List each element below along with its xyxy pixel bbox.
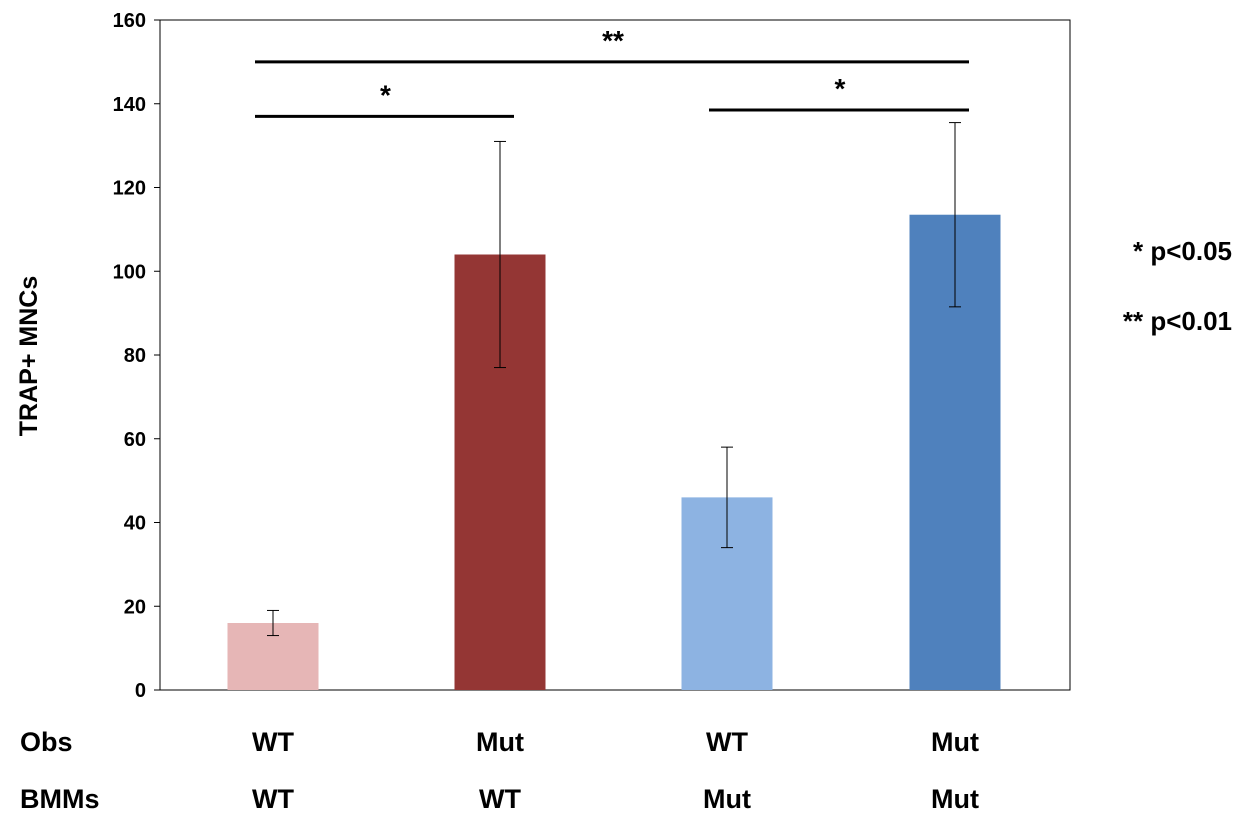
category-label: Mut <box>703 784 751 814</box>
y-tick-label: 100 <box>113 261 146 283</box>
legend: * p<0.05 ** p<0.01 <box>1123 236 1232 336</box>
y-tick-label: 80 <box>124 345 146 367</box>
bar-series <box>227 214 1001 690</box>
category-label: Mut <box>476 727 524 757</box>
y-axis-title: TRAP+ MNCs <box>15 276 43 436</box>
y-tick-label: 140 <box>113 94 146 116</box>
row-label: BMMs <box>20 784 100 814</box>
y-tick-label: 160 <box>113 10 146 32</box>
significance-markers: * *** <box>255 25 969 118</box>
category-table: Obs WT Mut WT Mut BMMs WT WT Mut Mut <box>20 727 979 814</box>
legend-entry: * p<0.05 <box>1133 236 1232 266</box>
y-axis: 0 20 40 60 80 100 120 140 160 <box>113 10 160 702</box>
y-tick-label: 40 <box>124 513 146 535</box>
category-label: WT <box>252 727 294 757</box>
error-bars <box>267 122 961 637</box>
category-label: WT <box>479 784 521 814</box>
row-label: Obs <box>20 727 73 757</box>
category-label: Mut <box>931 784 979 814</box>
significance-label: ** <box>602 25 624 56</box>
category-label: WT <box>706 727 748 757</box>
significance-label: * <box>835 73 846 104</box>
y-tick-label: 0 <box>135 680 146 702</box>
y-tick-label: 60 <box>124 429 146 451</box>
y-tick-label: 120 <box>113 178 146 200</box>
significance-label: * <box>380 79 391 110</box>
category-label: WT <box>252 784 294 814</box>
legend-entry: ** p<0.01 <box>1123 306 1232 336</box>
category-label: Mut <box>931 727 979 757</box>
y-tick-label: 20 <box>124 596 146 618</box>
